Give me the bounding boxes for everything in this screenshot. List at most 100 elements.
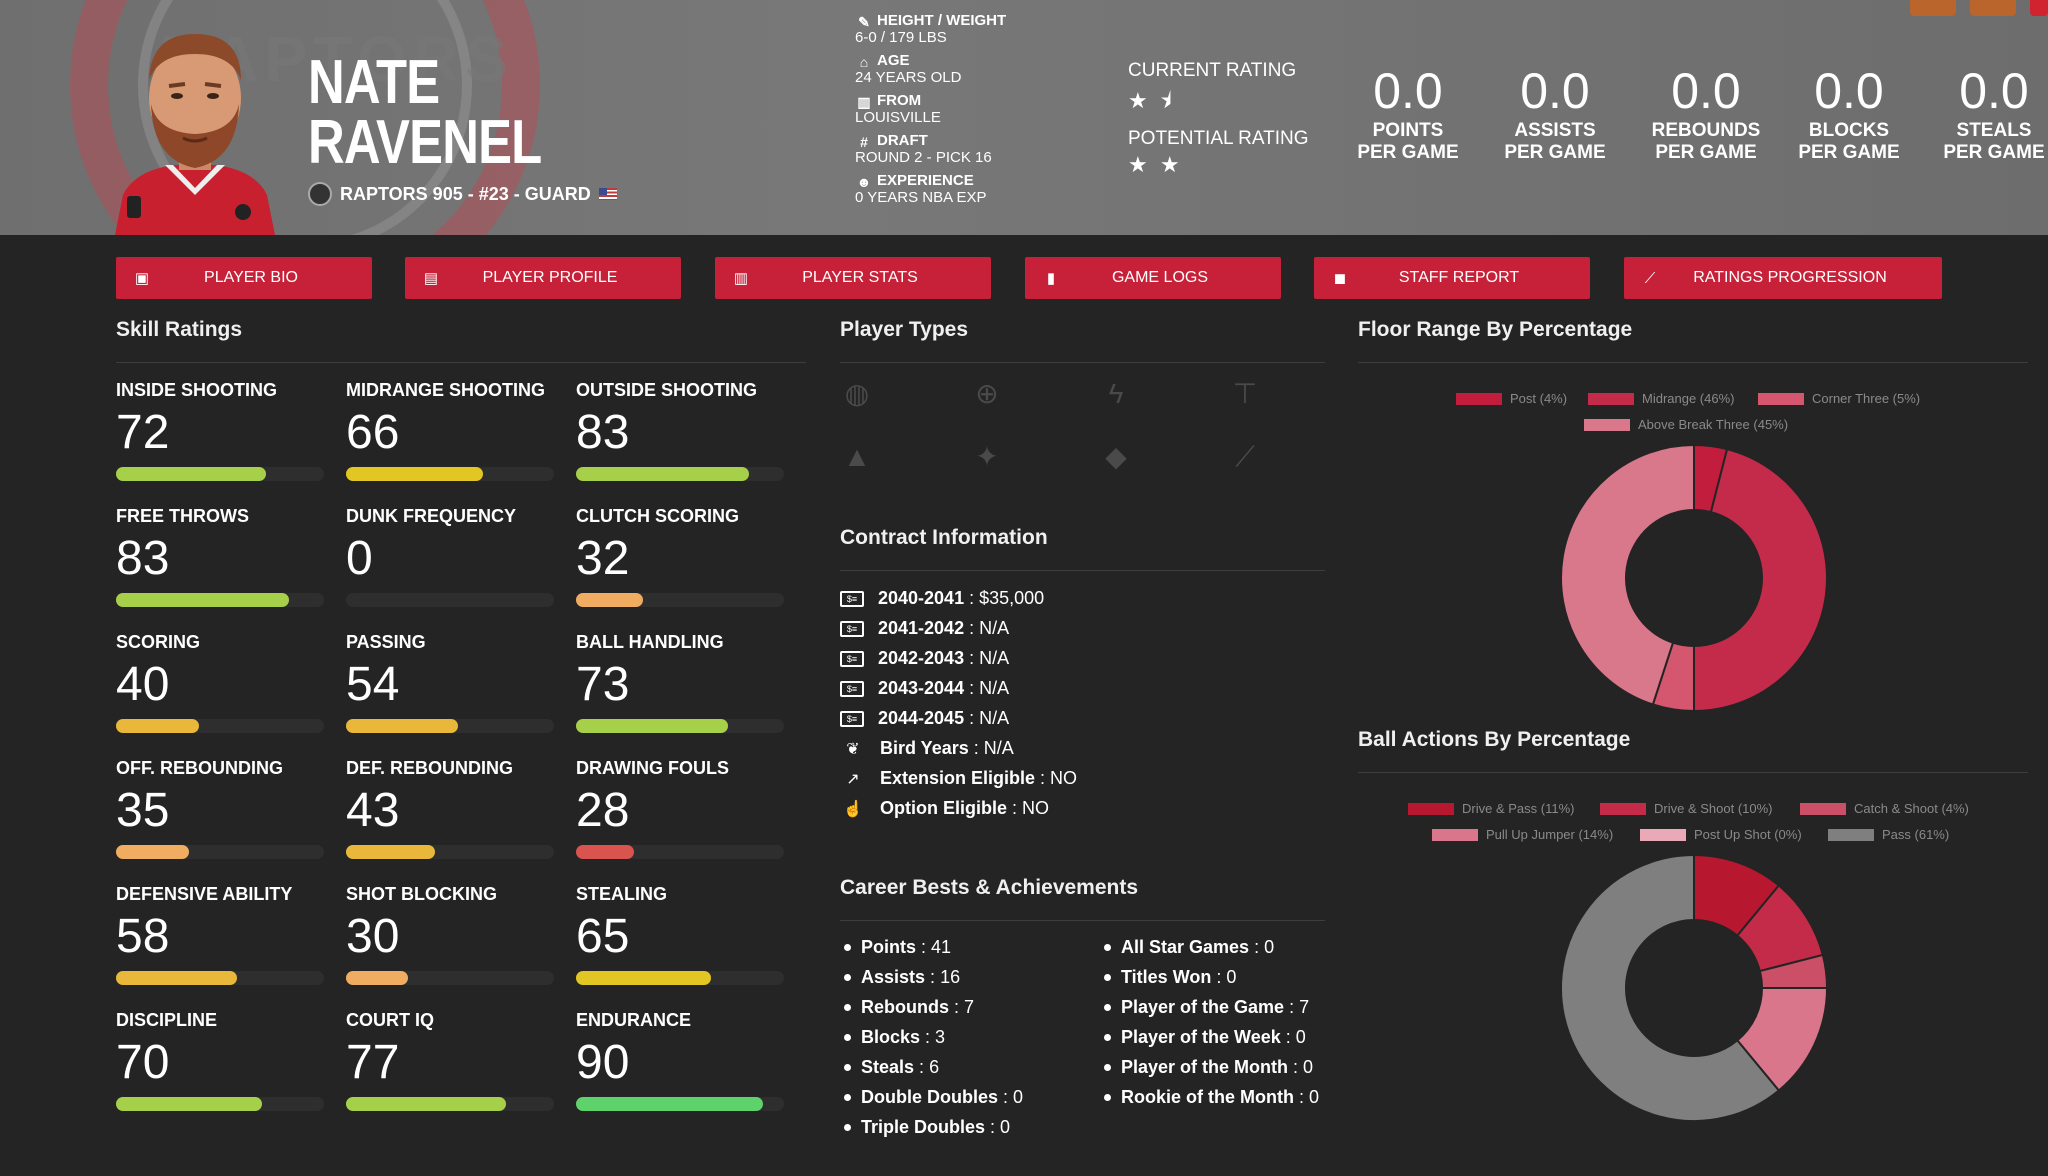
divider — [840, 362, 1325, 363]
contract-label: 2040-2041 — [878, 588, 965, 608]
legend-item[interactable]: Pull Up Jumper (14%) — [1432, 827, 1613, 842]
skill-value: 73 — [576, 658, 630, 711]
bio-value: LOUISVILLE — [855, 109, 941, 126]
bio-label: HEIGHT / WEIGHT — [877, 12, 1007, 29]
team-position-line: RAPTORS 905 - #23 - GUARD — [308, 182, 617, 206]
donut-slice[interactable] — [1737, 1040, 1779, 1091]
skill-value: 54 — [346, 658, 400, 711]
legend-item[interactable]: Midrange (46%) — [1588, 391, 1735, 406]
contract-row: $≡ 2044-2045 : N/A — [840, 708, 1009, 729]
legend-label: Corner Three (5%) — [1812, 391, 1921, 406]
stat-value: 0.0 — [1671, 63, 1741, 119]
donut-slice[interactable] — [1693, 853, 1781, 938]
skill-rating: STEALING 65 — [576, 884, 784, 985]
corner-button-2[interactable] — [1970, 0, 2016, 16]
skill-bar-track — [116, 971, 324, 985]
legend-item[interactable]: Drive & Pass (11%) — [1408, 801, 1574, 816]
bar-chart-icon: ▥ — [733, 270, 749, 287]
nav-staff-report[interactable]: ◼ STAFF REPORT — [1314, 257, 1590, 299]
skill-rating: INSIDE SHOOTING 72 — [116, 380, 324, 481]
skill-bar-fill — [576, 971, 712, 985]
floor-range-title: Floor Range By Percentage — [1358, 318, 1633, 341]
line-chart-icon: ⟋ — [1644, 269, 1656, 287]
corner-button-3[interactable] — [2030, 0, 2048, 16]
bullet-icon — [1104, 1004, 1111, 1011]
divider — [840, 920, 1325, 921]
cone-icon: ▲ — [843, 441, 871, 472]
contract-row: ❦ Bird Years : N/A — [840, 738, 1013, 759]
nav-player-profile[interactable]: ▤ PLAYER PROFILE — [405, 257, 681, 299]
donut-slice[interactable] — [1693, 447, 1828, 713]
donut-slice[interactable] — [1758, 953, 1829, 989]
bullet-icon — [844, 944, 851, 951]
skill-rating: SCORING 40 — [116, 632, 324, 733]
nav-label: STAFF REPORT — [1398, 269, 1520, 286]
ruler-icon: ✎ — [858, 13, 870, 30]
contract-label: 2041-2042 — [878, 618, 965, 638]
stat-steals: 0.0 STEALS PER GAME — [1940, 66, 2048, 164]
skill-bar-fill — [116, 467, 266, 481]
stat-rebounds: 0.0 REBOUNDS PER GAME — [1644, 66, 1768, 164]
nav-label: PLAYER BIO — [204, 269, 298, 286]
magic-wand-icon: ✦ — [975, 441, 999, 472]
donut-slice[interactable] — [1560, 853, 1781, 1122]
skill-value: 65 — [576, 910, 630, 963]
corner-button-1[interactable] — [1910, 0, 1956, 16]
contract-label: 2043-2044 — [878, 678, 965, 698]
legend-item[interactable]: Post (4%) — [1456, 391, 1567, 406]
career-row: Player of the Game : 7 — [1104, 997, 1309, 1018]
stat-label: REBOUNDS PER GAME — [1651, 120, 1761, 163]
donut-slice[interactable] — [1560, 443, 1695, 706]
stat-assists: 0.0 ASSISTS PER GAME — [1496, 66, 1614, 164]
legend-swatch — [1588, 392, 1634, 405]
skill-bar-fill — [346, 845, 436, 859]
bullet-icon — [844, 1094, 851, 1101]
skill-name: OFF. REBOUNDING — [116, 758, 284, 778]
skill-bar-fill — [116, 593, 289, 607]
stat-label: STEALS PER GAME — [1943, 120, 2045, 163]
nav-label: PLAYER PROFILE — [482, 269, 618, 286]
contract-label: Option Eligible — [880, 798, 1007, 818]
legend-item[interactable]: Drive & Shoot (10%) — [1600, 801, 1773, 816]
donut-slice[interactable] — [1735, 987, 1829, 1092]
donut-slice[interactable] — [1693, 443, 1729, 514]
career-value: 7 — [1299, 997, 1310, 1017]
bullet-icon — [1104, 974, 1111, 981]
legend-swatch — [1456, 392, 1502, 405]
legend-item[interactable]: Above Break Three (45%) — [1584, 417, 1788, 432]
nav-player-stats[interactable]: ▥ PLAYER STATS — [715, 257, 991, 299]
legend-item[interactable]: Pass (61%) — [1828, 827, 1949, 842]
legend-swatch — [1758, 392, 1804, 405]
skill-rating: BALL HANDLING 73 — [576, 632, 784, 733]
legend-item[interactable]: Corner Three (5%) — [1758, 391, 1920, 406]
divider — [840, 570, 1325, 571]
skill-ratings-title: Skill Ratings — [116, 318, 243, 341]
donut-slice[interactable] — [1735, 884, 1825, 973]
skill-name: SHOT BLOCKING — [346, 884, 497, 904]
career-value: 0 — [1309, 1087, 1320, 1107]
legend-swatch — [1600, 802, 1646, 815]
bio-height-weight: ✎ HEIGHT / WEIGHT 6-0 / 179 LBS — [855, 12, 1055, 46]
skill-rating: OFF. REBOUNDING 35 — [116, 758, 324, 859]
nav-ratings-progression[interactable]: ⟋ RATINGS PROGRESSION — [1624, 257, 1942, 299]
legend-item[interactable]: Catch & Shoot (4%) — [1800, 801, 1969, 816]
stat-label: ASSISTS PER GAME — [1504, 120, 1606, 163]
paint-roller-icon: ⊤ — [1232, 378, 1258, 409]
bio-column: ✎ HEIGHT / WEIGHT 6-0 / 179 LBS ⌂ AGE 24 Y… — [855, 12, 1055, 212]
donut-slice[interactable] — [1651, 641, 1695, 713]
career-label: Rookie of the Month — [1121, 1087, 1294, 1107]
legend-item[interactable]: Post Up Shot (0%) — [1640, 827, 1802, 842]
skill-value: 35 — [116, 784, 170, 837]
skill-value: 72 — [116, 406, 170, 459]
skill-rating: ENDURANCE 90 — [576, 1010, 784, 1111]
nav-player-bio[interactable]: ▣ PLAYER BIO — [116, 257, 372, 299]
bullet-icon — [844, 1064, 851, 1071]
bio-value: 0 YEARS NBA EXP — [855, 189, 987, 206]
divider — [1358, 362, 2028, 363]
player-types-title: Player Types — [840, 318, 969, 341]
skill-rating: COURT IQ 77 — [346, 1010, 554, 1111]
contract-value: N/A — [979, 648, 1010, 668]
player-first-name: NATE — [308, 48, 440, 117]
legend-label: Pass (61%) — [1882, 827, 1950, 842]
nav-game-logs[interactable]: ▮ GAME LOGS — [1025, 257, 1281, 299]
